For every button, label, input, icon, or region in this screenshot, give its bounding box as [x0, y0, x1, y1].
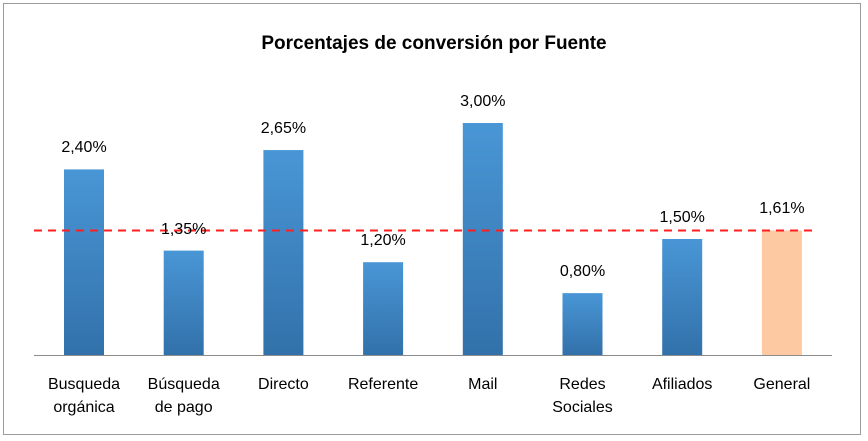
data-label: 0,80%: [559, 263, 606, 281]
bar-5: [562, 293, 603, 355]
data-label: 2,40%: [61, 139, 107, 157]
bar-6: [662, 239, 703, 355]
category-label: Búsqueda de pago: [147, 376, 220, 416]
bar-1: [163, 250, 204, 355]
category-label: Afiliados: [651, 376, 713, 393]
bar-3: [363, 262, 404, 355]
category-label: Busqueda orgánica: [47, 376, 121, 416]
data-label: 3,00%: [460, 93, 506, 110]
data-label: 2,65%: [260, 120, 307, 138]
category-label: Directo: [258, 376, 309, 393]
bar-4: [462, 123, 503, 355]
data-label: 1,20%: [360, 232, 406, 250]
bar-2: [263, 150, 304, 355]
category-label: Referente: [347, 376, 419, 393]
chart-title: Porcentajes de conversión por Fuente: [261, 33, 607, 54]
category-label: Mail: [468, 376, 498, 393]
data-label: 1,35%: [161, 220, 207, 238]
category-label: General: [753, 376, 811, 393]
data-label: 1,61%: [759, 200, 805, 218]
data-label: 1,50%: [659, 209, 705, 226]
category-label: Redes Sociales: [552, 376, 613, 416]
bar-0: [64, 169, 104, 355]
bar-7: [761, 230, 802, 355]
chart-frame: [3, 3, 861, 435]
